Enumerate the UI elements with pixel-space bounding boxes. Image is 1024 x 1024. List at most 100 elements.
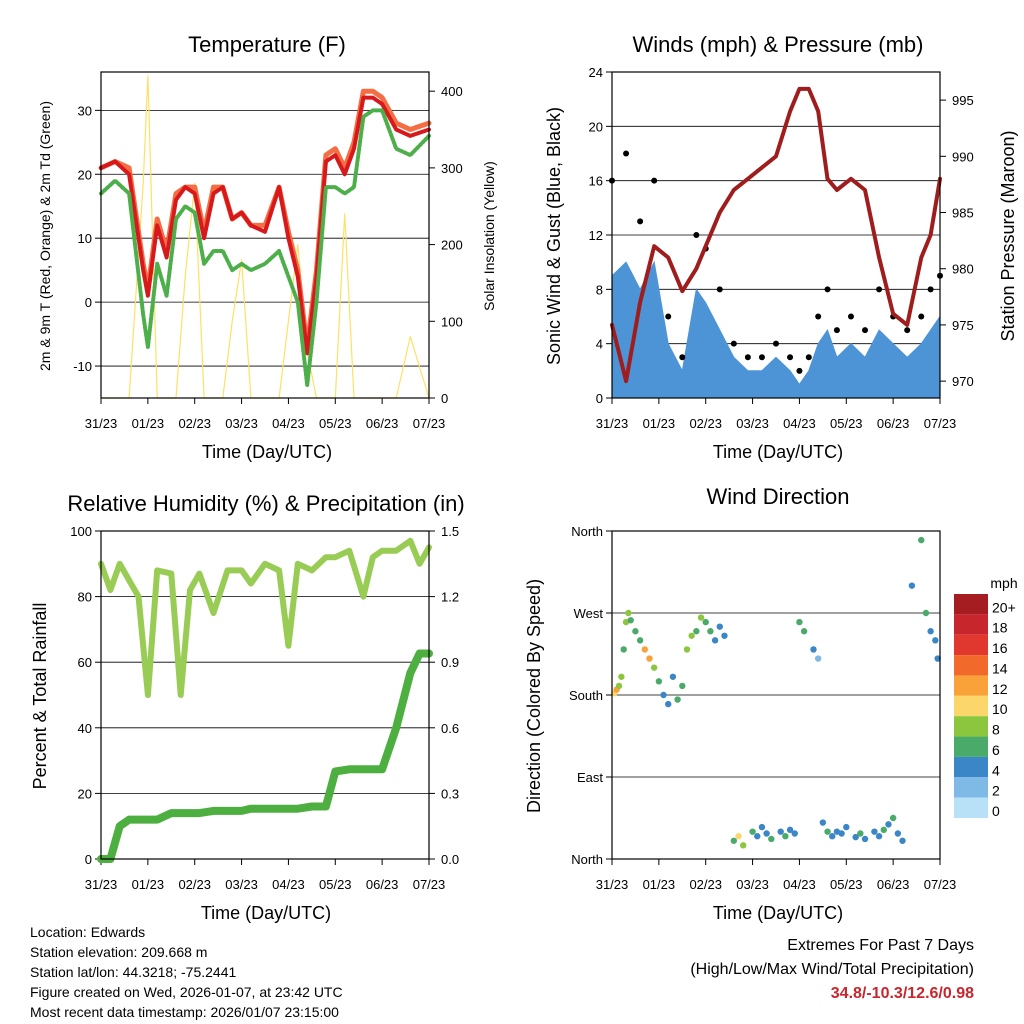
direction-point: [777, 828, 784, 835]
colorbar-swatch: [954, 716, 988, 737]
station-elevation: Station elevation: 209.668 m: [30, 944, 208, 960]
gust-point: [824, 286, 831, 293]
y-tick-label: 24: [589, 65, 603, 80]
y2-tick-label: 300: [441, 161, 463, 176]
x-tick-label: 01/23: [643, 416, 676, 431]
x-tick-label: 05/23: [319, 416, 352, 431]
y2-tick-label: 975: [952, 318, 974, 333]
y2-tick-label: 995: [952, 93, 974, 108]
station-location: Location: Edwards: [30, 924, 146, 940]
direction-point: [829, 833, 836, 840]
direction-point: [852, 833, 859, 841]
station-pressure-line: [610, 86, 942, 384]
colorbar-label: 16: [992, 640, 1008, 656]
colorbar-label: 10: [992, 701, 1008, 717]
direction-point: [791, 830, 798, 837]
direction-point: [641, 646, 648, 653]
y-tick-label: 16: [589, 174, 603, 189]
sonic-wind-area: [611, 260, 941, 399]
gust-point: [665, 313, 672, 320]
gust-point: [904, 327, 911, 334]
gust-point: [716, 286, 723, 293]
colorbar-label: 8: [992, 722, 1000, 738]
direction-point: [721, 632, 728, 639]
direction-point: [730, 837, 738, 844]
direction-point: [922, 609, 930, 617]
plot-border: [611, 71, 941, 399]
y2-tick-label: 0.9: [441, 655, 459, 670]
extremes-box: Extremes For Past 7 Days (High/Low/Max W…: [690, 934, 974, 1006]
direction-point: [632, 628, 639, 635]
y-tick-label: North: [571, 524, 603, 539]
direction-point: [875, 833, 883, 840]
y-tick-label: 60: [78, 655, 92, 670]
direction-point: [880, 826, 887, 834]
direction-point: [763, 830, 770, 837]
gust-point: [833, 327, 840, 334]
colorbar-swatch: [954, 655, 988, 676]
x-tick-label: 31/23: [85, 877, 118, 892]
x-tick-label: 02/23: [178, 877, 211, 892]
direction-point: [620, 646, 627, 653]
direction-point: [665, 700, 672, 708]
y2-tick-label: 0.3: [441, 786, 459, 801]
dewpoint-2m-line: [99, 108, 431, 388]
direction-point: [707, 628, 714, 635]
winds-xlabel: Time (Day/UTC): [713, 442, 843, 462]
gust-point: [815, 313, 822, 320]
gust-point: [651, 177, 658, 184]
station-info: Location: Edwards Station elevation: 209…: [30, 922, 343, 1022]
direction-title: Wind Direction: [706, 484, 849, 509]
direction-point: [796, 618, 803, 626]
y-tick-label: 4: [596, 337, 603, 352]
direction-point: [683, 646, 691, 653]
y-tick-label: 20: [78, 167, 92, 182]
gust-point: [637, 218, 644, 225]
direction-point: [927, 628, 934, 635]
x-tick-label: 01/23: [132, 416, 165, 431]
direction-point: [688, 632, 695, 639]
colorbar-swatch: [954, 756, 988, 778]
extremes-values: 34.8/-10.3/12.6/0.98: [830, 985, 974, 1002]
y2-tick-label: 985: [952, 206, 974, 221]
colorbar-swatch: [954, 797, 988, 818]
y-tick-label: 10: [78, 231, 92, 246]
colorbar-label: 2: [992, 783, 1000, 799]
direction-point: [838, 830, 845, 837]
colorbar-swatch: [954, 777, 988, 798]
direction-point: [702, 618, 709, 626]
x-tick-label: 07/23: [413, 416, 446, 431]
gust-point: [693, 232, 700, 238]
station-latlon: Station lat/lon: 44.3218; -75.2441: [30, 964, 237, 980]
temp-9m-line: [98, 88, 432, 350]
direction-point: [908, 582, 916, 589]
plot-border: [611, 530, 941, 860]
gust-point: [862, 327, 869, 334]
x-tick-label: 07/23: [413, 877, 446, 892]
humidity-panel: Relative Humidity (%) & Precipitation (i…: [30, 491, 465, 923]
y-tick-label: 0: [85, 295, 92, 310]
x-tick-label: 31/23: [85, 416, 118, 431]
y-tick-label: West: [574, 606, 604, 621]
colorbar-swatch: [954, 736, 988, 757]
gust-point: [918, 313, 925, 320]
y-tick-label: 100: [70, 524, 92, 539]
y2-tick-label: 100: [441, 314, 463, 329]
gust-point: [876, 286, 883, 293]
x-tick-label: 06/23: [366, 416, 399, 431]
extremes-subtitle: (High/Low/Max Wind/Total Precipitation): [690, 961, 974, 978]
direction-point: [655, 678, 663, 685]
temperature-y2label: Solar Insolation (Yellow): [481, 161, 497, 311]
gust-point: [679, 354, 686, 361]
colorbar-label: 20+: [992, 599, 1016, 615]
direction-point: [740, 842, 747, 849]
x-tick-label: 04/23: [272, 877, 305, 892]
recent-timestamp: Most recent data timestamp: 2026/01/07 2…: [30, 1004, 339, 1020]
direction-point: [735, 833, 742, 840]
y2-tick-label: 400: [441, 84, 463, 99]
x-tick-label: 03/23: [736, 877, 769, 892]
colorbar-swatch: [954, 675, 988, 696]
direction-point: [786, 826, 794, 834]
gust-point: [773, 340, 779, 347]
